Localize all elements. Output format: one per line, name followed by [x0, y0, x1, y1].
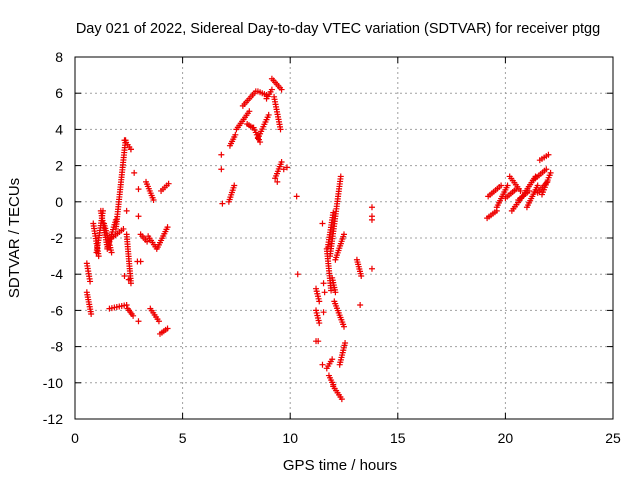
y-tick-label: -8: [51, 339, 64, 355]
data-point: [332, 289, 339, 296]
data-point: [545, 151, 552, 158]
data-point: [547, 169, 554, 176]
data-point: [120, 225, 127, 232]
data-point: [293, 193, 300, 200]
data-points: [83, 75, 554, 403]
data-point: [265, 111, 272, 118]
data-point: [123, 301, 130, 308]
data-point: [358, 273, 365, 280]
data-point: [218, 166, 225, 173]
data-point: [125, 276, 132, 283]
data-point: [368, 204, 375, 211]
data-point: [150, 196, 157, 203]
data-point: [319, 220, 326, 227]
y-tick-label: 8: [55, 49, 63, 65]
data-point: [321, 289, 328, 296]
x-tick-label: 5: [179, 430, 187, 446]
y-tick-label: -2: [51, 230, 64, 246]
x-tick-label: 25: [605, 430, 621, 446]
y-tick-label: -4: [51, 266, 64, 282]
data-point: [277, 126, 284, 133]
data-point: [320, 309, 327, 316]
y-tick-label: 2: [55, 158, 63, 174]
x-tick-label: 0: [71, 430, 79, 446]
chart-title: Day 021 of 2022, Sidereal Day-to-day VTE…: [76, 21, 600, 37]
data-point: [280, 166, 287, 173]
data-point: [137, 258, 144, 265]
y-tick-label: 4: [55, 121, 63, 137]
data-point: [127, 146, 134, 153]
data-point: [504, 182, 511, 189]
data-point: [534, 182, 541, 189]
x-tick-label: 15: [390, 430, 406, 446]
data-point: [257, 139, 264, 146]
data-point: [283, 164, 290, 171]
data-point: [130, 312, 137, 319]
y-tick-label: 6: [55, 85, 63, 101]
plot-frame: [74, 56, 614, 420]
x-tick-label: 10: [282, 430, 298, 446]
data-point: [131, 169, 138, 176]
data-point: [294, 271, 301, 278]
data-point: [342, 339, 349, 346]
data-point: [278, 86, 285, 93]
data-point: [121, 273, 128, 280]
data-point: [123, 207, 130, 214]
y-tick-label: 0: [55, 194, 63, 210]
data-point: [164, 325, 171, 332]
data-point: [498, 182, 505, 189]
data-point: [155, 318, 162, 325]
y-tick-label: -10: [43, 375, 63, 391]
data-point: [278, 158, 285, 165]
data-point: [165, 180, 172, 187]
data-point: [368, 216, 375, 223]
data-point: [315, 338, 322, 345]
x-axis-title: GPS time / hours: [283, 457, 397, 474]
data-point: [337, 173, 344, 180]
data-point: [218, 151, 225, 158]
data-point: [328, 287, 335, 294]
data-point: [135, 186, 142, 193]
data-point: [87, 278, 94, 285]
data-point: [246, 108, 253, 115]
data-point: [341, 323, 347, 330]
data-point: [95, 253, 102, 260]
data-point: [316, 298, 323, 305]
data-point: [341, 231, 347, 238]
data-point: [320, 280, 327, 287]
data-point: [517, 187, 524, 194]
data-point: [135, 213, 142, 220]
data-point: [357, 301, 364, 308]
data-point: [319, 361, 326, 368]
data-point: [164, 224, 171, 231]
data-point: [127, 280, 134, 287]
data-point: [368, 265, 375, 272]
data-point: [108, 249, 115, 256]
y-tick-label: -12: [43, 411, 63, 427]
data-point: [135, 318, 142, 325]
x-tick-label: 20: [498, 430, 514, 446]
y-axis-title: SDTVAR / TECUs: [6, 178, 23, 298]
data-point: [268, 86, 275, 93]
data-point: [232, 131, 239, 138]
data-point: [329, 356, 336, 363]
tick-labels: 0 5 10 15 20 25 -12 -10 -8 -6 -4 -2 0 2 4 6 8: [43, 49, 621, 446]
data-point: [144, 238, 151, 245]
data-point: [231, 182, 238, 189]
data-point: [543, 166, 550, 173]
data-point: [338, 396, 345, 403]
data-point: [274, 178, 281, 185]
y-tick-label: -6: [51, 302, 64, 318]
data-point: [316, 320, 323, 327]
data-point: [88, 311, 95, 318]
data-point: [219, 200, 226, 207]
grid-lines: [75, 57, 613, 419]
